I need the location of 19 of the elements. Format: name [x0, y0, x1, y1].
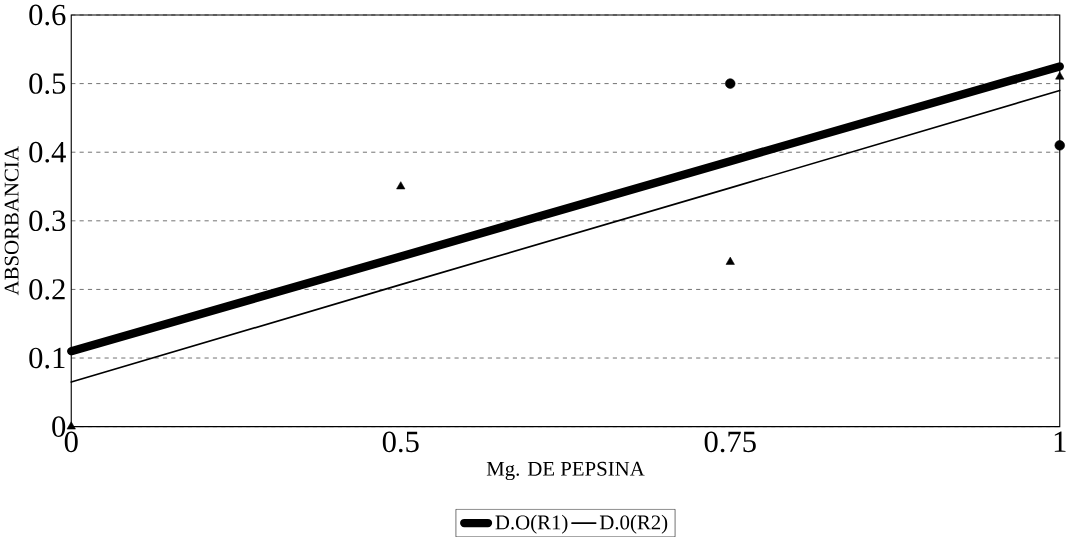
y-tick-label: 0.3: [29, 210, 66, 232]
x-tick-label: 0.75: [704, 431, 756, 453]
point: [66, 421, 76, 430]
y-tick-label: 0.5: [29, 73, 66, 94]
legend-label: D.0(R2): [599, 514, 668, 534]
point: [725, 78, 736, 89]
x-tick-label: 0.5: [382, 431, 419, 453]
y-tick-label: 0.4: [29, 141, 66, 163]
legend-label: D.O(R1): [495, 514, 568, 534]
y-tick-label: 0: [52, 416, 66, 437]
x-tick-label: 1: [1054, 431, 1066, 452]
x-axis-title: Mg. DE PEPSINA: [486, 461, 645, 481]
y-tick-label: 0.1: [29, 347, 65, 369]
y-tick-label: 0.6: [29, 4, 66, 26]
y-axis-title: ABSORBANCIA: [4, 146, 19, 296]
point: [1055, 71, 1065, 80]
point: [725, 256, 735, 265]
y-tick-label: 0.2: [29, 278, 65, 300]
point: [396, 181, 406, 190]
